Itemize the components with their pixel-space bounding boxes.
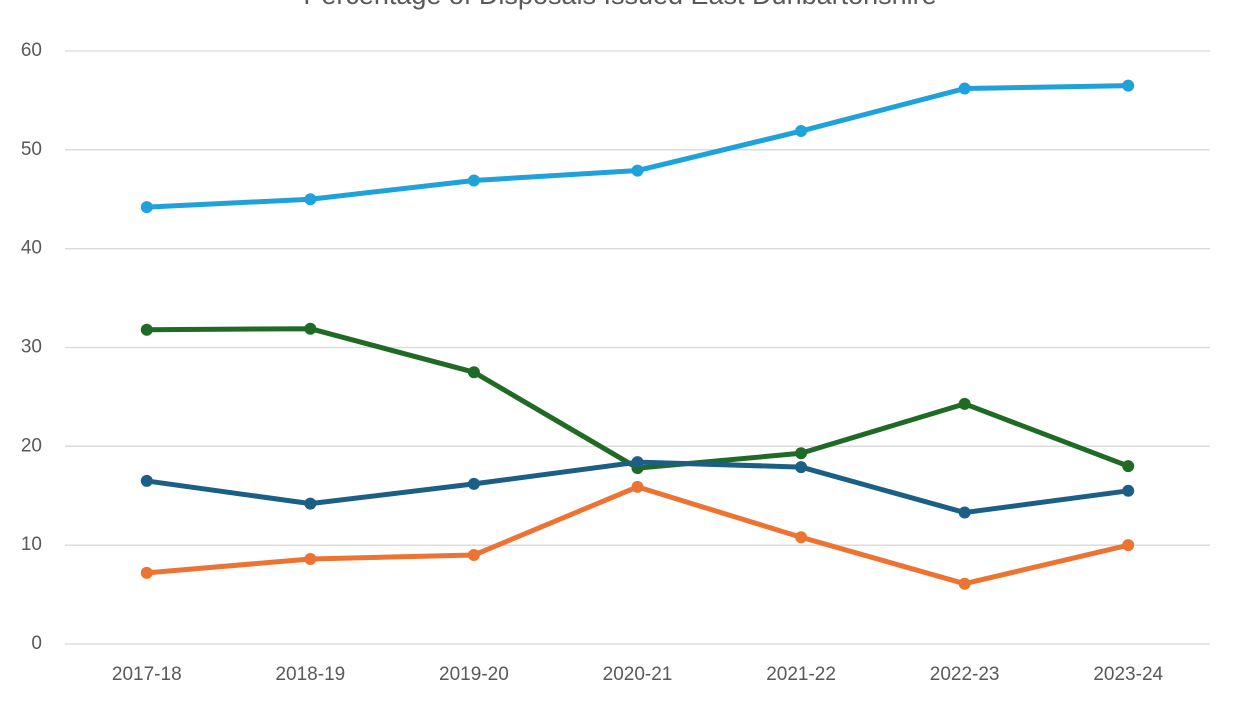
- data-point: [304, 553, 317, 566]
- y-tick-label: 20: [21, 435, 42, 456]
- data-point: [795, 531, 808, 544]
- x-tick-label: 2023-24: [1093, 664, 1163, 685]
- y-tick-label: 0: [31, 633, 42, 654]
- x-tick-label: 2019-20: [439, 664, 509, 685]
- chart-title: Percentage of Disposals Issued East Dunb…: [303, 0, 936, 10]
- data-point: [631, 164, 644, 177]
- x-tick-label: 2020-21: [603, 664, 673, 685]
- data-point: [140, 566, 153, 579]
- data-point: [467, 477, 480, 490]
- data-point: [140, 323, 153, 336]
- series-line: [144, 83, 1131, 210]
- data-point: [795, 125, 808, 138]
- data-point: [795, 447, 808, 460]
- y-tick-label: 50: [21, 139, 42, 160]
- y-tick-label: 40: [21, 238, 42, 259]
- x-tick-label: 2021-22: [766, 664, 836, 685]
- data-point: [958, 506, 971, 519]
- data-point: [958, 397, 971, 410]
- y-tick-label: 60: [21, 40, 42, 61]
- data-point: [1122, 460, 1135, 473]
- data-point: [140, 201, 153, 214]
- data-point: [140, 474, 153, 487]
- data-point: [304, 322, 317, 335]
- data-point: [631, 456, 644, 469]
- data-point: [1122, 539, 1135, 552]
- y-tick-label: 10: [21, 534, 42, 555]
- data-point: [958, 577, 971, 590]
- series-line: [144, 326, 1131, 471]
- y-tick-label: 30: [21, 337, 42, 358]
- x-tick-label: 2022-23: [930, 664, 1000, 685]
- x-tick-label: 2017-18: [112, 664, 182, 685]
- x-tick-label: 2018-19: [275, 664, 345, 685]
- data-point: [1122, 79, 1135, 92]
- data-point: [304, 497, 317, 510]
- data-point: [467, 366, 480, 379]
- data-point: [467, 549, 480, 562]
- data-point: [958, 82, 971, 95]
- data-point: [1122, 484, 1135, 497]
- data-point: [631, 480, 644, 493]
- data-point: [304, 193, 317, 206]
- data-point: [795, 461, 808, 474]
- data-point: [467, 174, 480, 187]
